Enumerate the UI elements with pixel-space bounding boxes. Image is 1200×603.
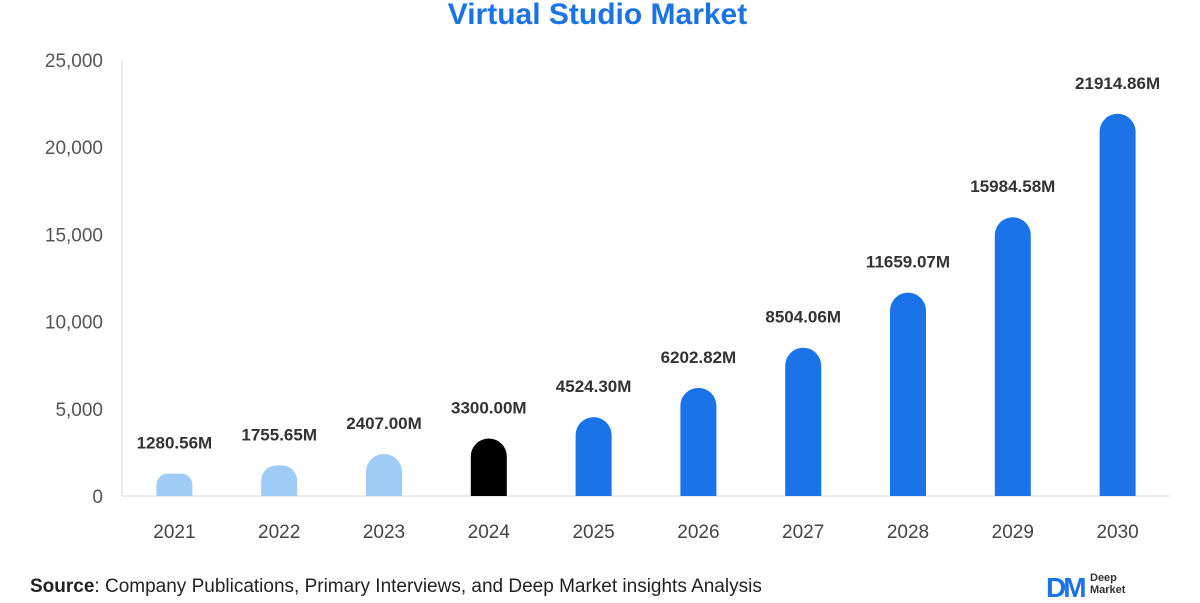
y-tick-label: 15,000 bbox=[45, 225, 103, 246]
bar bbox=[575, 417, 612, 496]
bar bbox=[366, 454, 402, 496]
data-label: 15984.58M bbox=[970, 177, 1055, 196]
y-tick-label: 10,000 bbox=[45, 313, 103, 334]
logo: DM Deep Market bbox=[1046, 572, 1196, 603]
data-label: 1755.65M bbox=[241, 425, 317, 444]
y-tick-label: 20,000 bbox=[45, 138, 103, 159]
data-label: 1280.56M bbox=[137, 434, 213, 453]
bar bbox=[994, 217, 1031, 496]
x-tick-label: 2021 bbox=[153, 522, 195, 543]
x-tick-label: 2030 bbox=[1096, 522, 1138, 543]
chart-title: Virtual Studio Market bbox=[447, 0, 748, 31]
y-tick-label: 0 bbox=[92, 487, 103, 508]
x-tick-label: 2022 bbox=[258, 522, 300, 543]
source-text: : Company Publications, Primary Intervie… bbox=[94, 576, 762, 597]
bar bbox=[890, 292, 926, 496]
bar bbox=[470, 438, 507, 496]
data-label: 11659.07M bbox=[866, 253, 950, 272]
data-label: 4524.30M bbox=[556, 377, 632, 396]
bar bbox=[680, 387, 717, 496]
logo-text: Deep Market bbox=[1090, 572, 1125, 596]
bar bbox=[261, 465, 298, 496]
logo-text-line1: Deep bbox=[1090, 572, 1117, 584]
data-label: 8504.06M bbox=[765, 308, 841, 327]
bar bbox=[156, 473, 193, 496]
x-tick-label: 2028 bbox=[887, 522, 929, 543]
logo-mark: DM bbox=[1046, 572, 1087, 603]
x-tick-label: 2025 bbox=[572, 522, 614, 543]
data-label: 2407.00M bbox=[346, 414, 422, 433]
source-label: Source bbox=[30, 576, 95, 597]
bar bbox=[785, 347, 822, 496]
data-label: 21914.86M bbox=[1075, 74, 1160, 93]
data-label: 6202.82M bbox=[661, 348, 737, 367]
source-note: Source: Company Publications, Primary In… bbox=[30, 576, 762, 598]
data-label: 3300.00M bbox=[451, 398, 527, 417]
x-tick-label: 2027 bbox=[782, 522, 824, 543]
x-tick-label: 2029 bbox=[992, 522, 1034, 543]
x-tick-label: 2024 bbox=[468, 522, 511, 543]
y-tick-label: 5,000 bbox=[55, 400, 103, 421]
x-tick-label: 2023 bbox=[363, 522, 405, 543]
y-tick-label: 25,000 bbox=[45, 51, 103, 72]
logo-text-line2: Market bbox=[1090, 584, 1126, 596]
x-tick-label: 2026 bbox=[677, 522, 719, 543]
bar bbox=[1099, 113, 1136, 496]
